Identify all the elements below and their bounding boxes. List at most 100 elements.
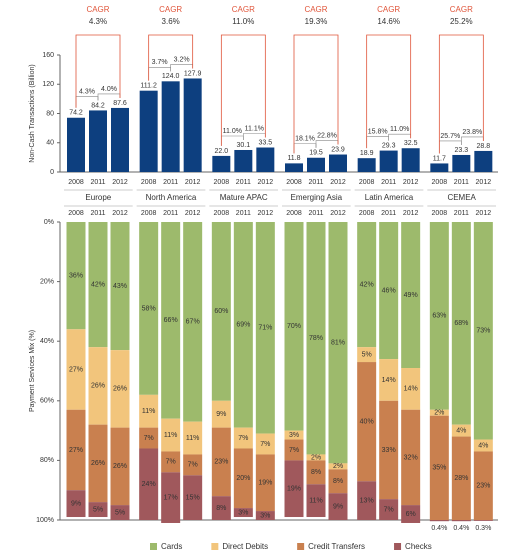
value-label: 0.4% <box>431 525 447 532</box>
cagr-bracket <box>148 34 194 81</box>
bar-segment <box>161 472 181 523</box>
bar <box>379 150 398 172</box>
value-label: 70% <box>287 323 301 330</box>
bar-segment <box>211 427 231 497</box>
y-axis-label: Non-Cash Transactions (Billion) <box>29 64 36 162</box>
bar-segment <box>429 520 449 522</box>
bar-segment <box>66 490 86 518</box>
cagr-value: 4.3% <box>89 17 107 26</box>
value-label: 11% <box>186 435 200 442</box>
bar-segment <box>379 222 399 360</box>
value-label: 67% <box>186 319 200 326</box>
value-label: 19.5 <box>309 150 323 157</box>
bar <box>212 155 231 172</box>
value-label: 7% <box>260 441 270 448</box>
value-label: 78% <box>309 335 323 342</box>
bar-segment <box>451 436 471 520</box>
bar-segment <box>401 505 421 523</box>
region-label: Mature APAC <box>220 193 268 202</box>
bar-segment <box>357 222 377 348</box>
growth-label: 18.1% <box>295 136 315 143</box>
bar-segment <box>328 222 348 464</box>
cagr-title: CAGR <box>232 5 255 14</box>
y-tick-label: 120 <box>42 81 54 88</box>
value-label: 40% <box>360 419 374 426</box>
value-label: 33.5 <box>259 139 273 146</box>
value-label: 30.1 <box>237 142 251 149</box>
x-tick-label: 2011 <box>163 210 178 217</box>
bar-segment <box>183 454 203 476</box>
y-tick-label: 20% <box>40 278 54 285</box>
value-label: 23.3 <box>455 147 469 154</box>
bar-segment <box>110 350 130 428</box>
value-label: 5% <box>93 506 103 513</box>
cagr-title: CAGR <box>304 5 327 14</box>
value-label: 19% <box>287 486 301 493</box>
value-label: 23% <box>214 459 228 466</box>
growth-label: 4.3% <box>79 88 95 95</box>
bar-segment <box>429 409 449 416</box>
x-tick-label: 2011 <box>236 179 251 186</box>
bar-segment <box>357 481 377 520</box>
bar <box>452 154 471 172</box>
value-label: 69% <box>236 322 250 329</box>
y-tick-label: 0 <box>50 169 54 176</box>
growth-label: 25.7% <box>440 133 460 140</box>
growth-label: 11.0% <box>223 128 242 135</box>
bar-segment <box>139 427 159 449</box>
bar <box>67 117 85 172</box>
value-label: 0.3% <box>475 525 491 532</box>
cagr-value: 14.6% <box>377 17 400 26</box>
value-label: 87.6 <box>113 100 127 107</box>
cagr-title: CAGR <box>450 5 473 14</box>
bar-segment <box>401 368 421 410</box>
bar <box>474 150 493 172</box>
x-tick-label: 2008 <box>432 210 448 217</box>
x-tick-label: 2011 <box>454 179 469 186</box>
value-label: 32% <box>404 454 418 461</box>
x-tick-label: 2011 <box>454 210 469 217</box>
x-tick-label: 2008 <box>359 179 375 186</box>
value-label: 2% <box>333 463 343 470</box>
bar-segment <box>110 222 130 351</box>
legend-swatch <box>150 543 157 550</box>
bar-segment <box>473 451 493 520</box>
value-label: 22.0 <box>215 148 229 155</box>
x-tick-label: 2011 <box>90 179 105 186</box>
region-label: Europe <box>85 193 111 202</box>
bar-segment <box>451 222 471 425</box>
bar-segment <box>183 421 203 455</box>
value-label: 26% <box>113 463 127 470</box>
bar-segment <box>429 415 449 520</box>
value-label: 6% <box>406 511 416 518</box>
value-label: 11% <box>164 432 178 439</box>
value-label: 7% <box>188 462 198 469</box>
bar-segment <box>357 347 377 363</box>
value-label: 46% <box>382 287 396 294</box>
value-label: 14% <box>382 377 396 384</box>
value-label: 13% <box>360 497 374 504</box>
value-label: 49% <box>404 292 418 299</box>
x-tick-label: 2012 <box>258 179 274 186</box>
x-tick-label: 2012 <box>330 179 346 186</box>
bar-segment <box>473 222 493 440</box>
value-label: 84.2 <box>91 102 105 109</box>
value-label: 8% <box>333 478 343 485</box>
bar-segment <box>88 424 108 503</box>
bar-segment <box>66 222 86 330</box>
value-label: 63% <box>432 313 446 320</box>
bar-segment <box>255 454 275 512</box>
x-tick-label: 2011 <box>308 210 323 217</box>
bar-segment <box>284 460 304 518</box>
region-label: Emerging Asia <box>291 193 343 202</box>
y-tick-label: 80 <box>46 110 54 117</box>
value-label: 68% <box>454 320 468 327</box>
value-label: 111.2 <box>140 83 157 90</box>
bar-segment <box>110 427 130 506</box>
bar <box>89 110 107 172</box>
x-tick-label: 2012 <box>112 210 128 217</box>
growth-label: 15.8% <box>368 128 388 135</box>
bar-segment <box>211 496 231 520</box>
legend-label: Credit Transfers <box>308 542 365 551</box>
